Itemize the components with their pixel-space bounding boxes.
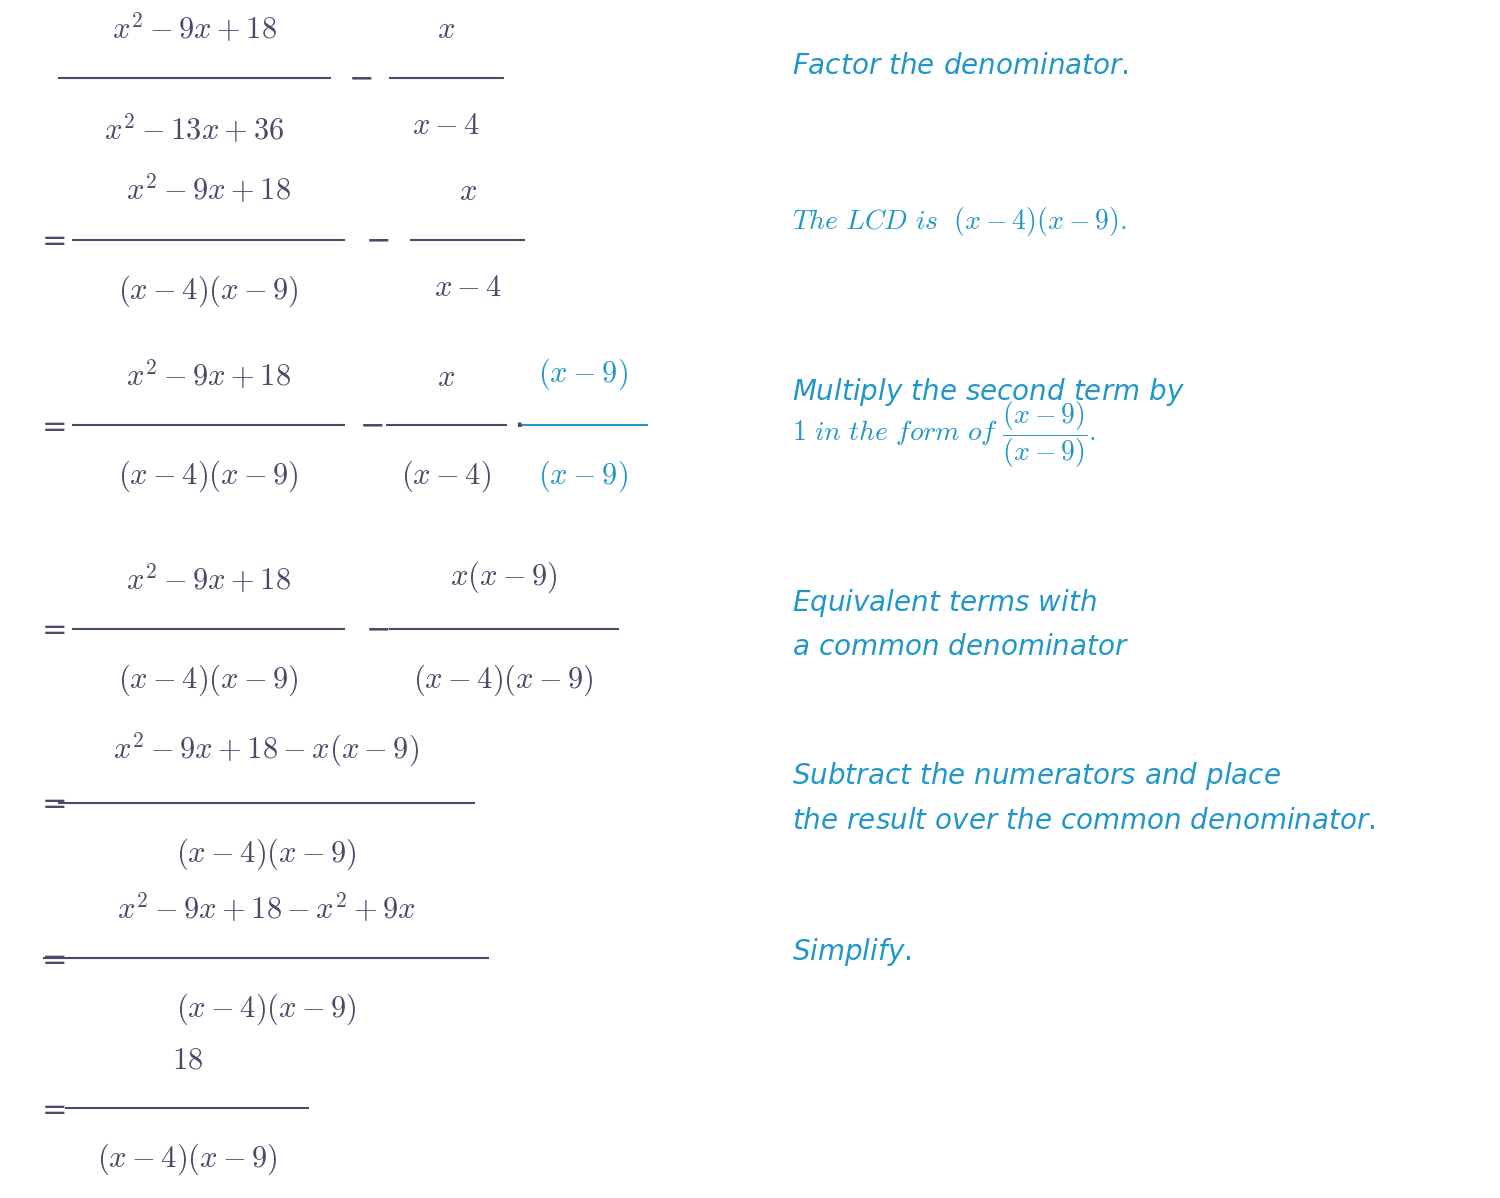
Text: $-$: $-$ — [358, 411, 384, 440]
Text: $=$: $=$ — [36, 225, 66, 254]
Text: $x$: $x$ — [436, 363, 456, 392]
Text: $\it{Simplify.}$: $\it{Simplify.}$ — [792, 937, 910, 968]
Text: $x^2 - 9x + 18$: $x^2 - 9x + 18$ — [126, 173, 291, 206]
Text: $(x-4)(x-9)$: $(x-4)(x-9)$ — [176, 836, 357, 872]
Text: $=$: $=$ — [36, 615, 66, 643]
Text: $(x-4)$: $(x-4)$ — [402, 459, 490, 495]
Text: $(x-9)$: $(x-9)$ — [538, 459, 628, 495]
Text: $=$: $=$ — [36, 411, 66, 440]
Text: $(x-4)(x-9)$: $(x-4)(x-9)$ — [118, 662, 298, 698]
Text: $-$: $-$ — [348, 63, 372, 92]
Text: $(x-4)(x-9)$: $(x-4)(x-9)$ — [118, 459, 298, 495]
Text: $\it{a\ common\ denominator}$: $\it{a\ common\ denominator}$ — [792, 633, 1130, 661]
Text: $x$: $x$ — [459, 177, 477, 206]
Text: $\it{Subtract\ the\ numerators\ and\ place}$: $\it{Subtract\ the\ numerators\ and\ pla… — [792, 761, 1281, 792]
Text: $x - 4$: $x - 4$ — [433, 273, 502, 302]
Text: $\it{The\ LCD\ is}\ \ (x-4)(x-9).$: $\it{The\ LCD\ is}\ \ (x-4)(x-9).$ — [792, 205, 1126, 238]
Text: $x^2 - 9x + 18$: $x^2 - 9x + 18$ — [112, 11, 278, 44]
Text: $x$: $x$ — [436, 16, 456, 44]
Text: $\cdot$: $\cdot$ — [513, 409, 523, 442]
Text: $x^2 - 13x + 36$: $x^2 - 13x + 36$ — [104, 111, 285, 145]
Text: $1\ \it{in\ the\ form\ of}\ \dfrac{(x-9)}{(x-9)}.$: $1\ \it{in\ the\ form\ of}\ \dfrac{(x-9)… — [792, 400, 1096, 470]
Text: $=$: $=$ — [36, 788, 66, 817]
Text: $(x-4)(x-9)$: $(x-4)(x-9)$ — [176, 992, 357, 1028]
Text: $\it{Factor\ the\ denominator.}$: $\it{Factor\ the\ denominator.}$ — [792, 52, 1128, 80]
Text: $(x-4)(x-9)$: $(x-4)(x-9)$ — [96, 1142, 278, 1178]
Text: $\it{Multiply\ the\ second\ term\ by}$: $\it{Multiply\ the\ second\ term\ by}$ — [792, 376, 1185, 407]
Text: $x - 4$: $x - 4$ — [413, 111, 480, 140]
Text: $x(x-9)$: $x(x-9)$ — [450, 559, 558, 595]
Text: $=$: $=$ — [36, 944, 66, 973]
Text: $(x-4)(x-9)$: $(x-4)(x-9)$ — [414, 662, 594, 698]
Text: $\it{the\ result\ over\ the\ common\ denominator.}$: $\it{the\ result\ over\ the\ common\ den… — [792, 806, 1376, 835]
Text: $x^2 - 9x + 18 - x(x-9)$: $x^2 - 9x + 18 - x(x-9)$ — [112, 731, 420, 769]
Text: $x^2 - 9x + 18 - x^2 + 9x$: $x^2 - 9x + 18 - x^2 + 9x$ — [117, 891, 416, 925]
Text: $(x-9)$: $(x-9)$ — [538, 356, 628, 392]
Text: $(x-4)(x-9)$: $(x-4)(x-9)$ — [118, 273, 298, 309]
Text: $-$: $-$ — [364, 225, 390, 254]
Text: $x^2 - 9x + 18$: $x^2 - 9x + 18$ — [126, 562, 291, 595]
Text: $=$: $=$ — [36, 1094, 66, 1123]
Text: $18$: $18$ — [171, 1046, 202, 1075]
Text: $\it{Equivalent\ terms\ with}$: $\it{Equivalent\ terms\ with}$ — [792, 587, 1096, 618]
Text: $-$: $-$ — [364, 615, 390, 643]
Text: $x^2 - 9x + 18$: $x^2 - 9x + 18$ — [126, 358, 291, 392]
